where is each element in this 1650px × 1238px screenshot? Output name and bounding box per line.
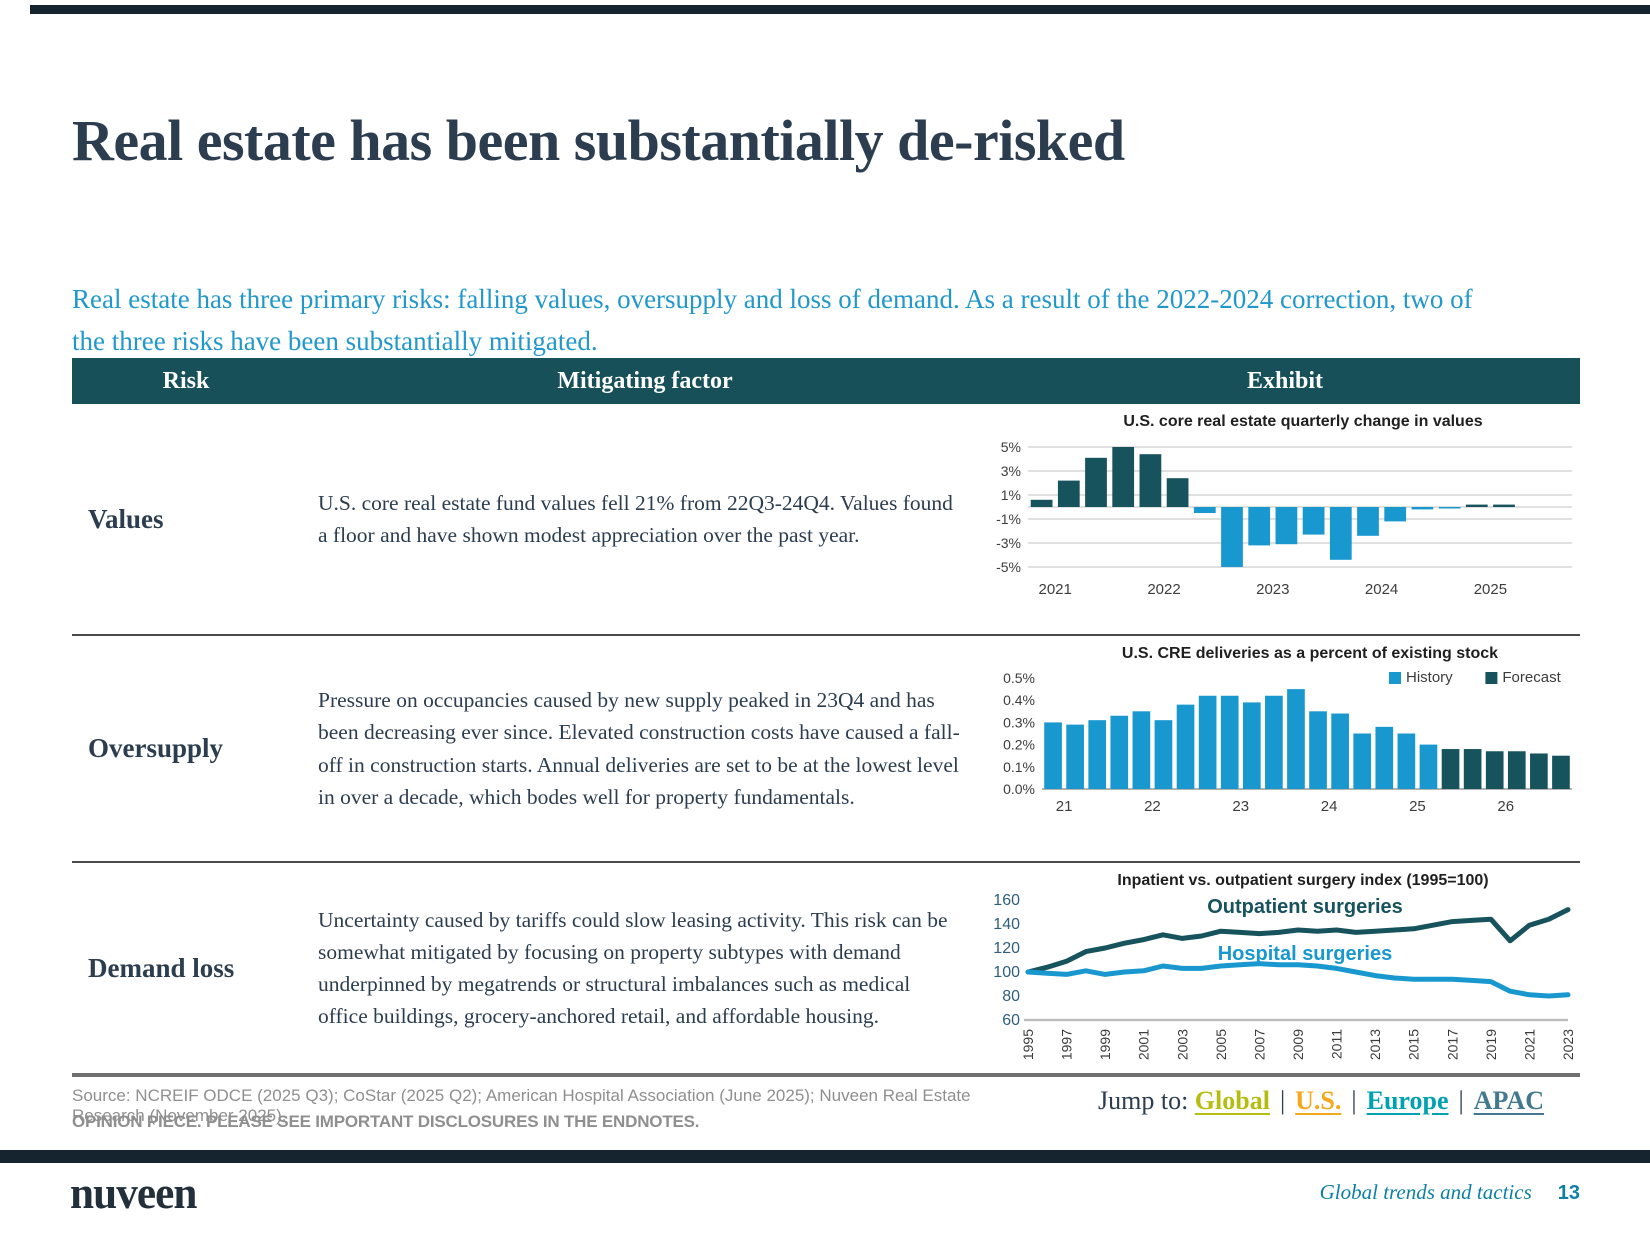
svg-text:2001: 2001 [1136,1029,1152,1060]
factor-text-values: U.S. core real estate fund values fell 2… [318,490,953,547]
svg-text:2022: 2022 [1147,581,1180,598]
svg-text:2023: 2023 [1560,1029,1576,1060]
surgery-chart-title: Inpatient vs. outpatient surgery index (… [1117,872,1489,889]
svg-text:60: 60 [1002,1012,1020,1029]
risk-table: Risk Mitigating factor Exhibit Values U.… [72,358,1580,1077]
svg-text:-3%: -3% [996,535,1021,551]
source-text: Source: NCREIF ODCE (2025 Q3); CoStar (2… [72,1086,971,1125]
header-exhibit: Exhibit [1246,367,1324,394]
svg-text:23: 23 [1232,798,1249,815]
svg-text:1995: 1995 [1020,1029,1036,1060]
outpatient-series-label: Outpatient surgeries [1207,896,1403,918]
svg-text:2024: 2024 [1365,581,1398,598]
risk-label-oversupply: Oversupply [88,733,224,763]
svg-text:26: 26 [1497,798,1514,815]
svg-text:0.0%: 0.0% [1003,781,1035,797]
svg-text:2021: 2021 [1039,581,1072,598]
jump-separator: | [1458,1086,1464,1115]
svg-text:0.4%: 0.4% [1003,692,1035,708]
svg-text:140: 140 [993,916,1020,933]
hospital-series-label: Hospital surgeries [1217,943,1393,965]
jump-separator: | [1351,1086,1357,1115]
intro-paragraph: Real estate has three primary risks: fal… [72,284,1473,356]
svg-text:0.3%: 0.3% [1003,714,1035,730]
exhibit-demand-loss: Inpatient vs. outpatient surgery index (… [990,863,1580,1073]
values-quarterly-change-chart: 5% 3% 1% -1% -3% -5% 2021 2022 2023 2024 2025 [996,439,1572,598]
svg-text:100: 100 [993,964,1020,981]
svg-text:3%: 3% [1001,463,1021,479]
svg-text:21: 21 [1056,798,1073,815]
deliveries-chart-title: U.S. CRE deliveries as a percent of exis… [1121,645,1499,662]
table-row-values: Values U.S. core real estate fund values… [72,404,1580,634]
svg-text:2015: 2015 [1406,1029,1422,1060]
svg-text:2007: 2007 [1251,1029,1267,1060]
bottom-accent-bar [0,1150,1650,1163]
svg-text:2011: 2011 [1329,1029,1345,1059]
nuveen-logo: nuveen [70,1167,197,1218]
jump-link-global[interactable]: Global [1194,1086,1270,1115]
header-risk: Risk [162,367,210,394]
jump-link-apac[interactable]: APAC [1473,1086,1544,1115]
opinion-disclosure-text: OPINION PIECE. PLEASE SEE IMPORTANT DISC… [72,1112,700,1131]
risk-label-demand-loss: Demand loss [88,952,235,983]
factor-text-demand-loss: Uncertainty caused by tariffs could slow… [318,907,948,1029]
svg-text:5%: 5% [1001,439,1021,455]
deck-tagline: Global trends and tactics [1319,1180,1532,1204]
svg-text:0.2%: 0.2% [1003,737,1035,753]
risk-label-values: Values [88,503,164,534]
svg-text:1999: 1999 [1097,1029,1113,1060]
table-header-row: Risk Mitigating factor Exhibit [72,358,1580,404]
exhibit-values: U.S. core real estate quarterly change i… [990,404,1580,634]
svg-text:1%: 1% [1001,487,1021,503]
jump-to-nav: Jump to: Global | U.S. | Europe | APAC [1098,1086,1544,1116]
svg-text:25: 25 [1409,798,1426,815]
svg-text:2013: 2013 [1367,1029,1383,1060]
page-number: 13 [1557,1182,1580,1204]
svg-text:120: 120 [993,940,1020,957]
svg-text:2005: 2005 [1213,1029,1229,1060]
svg-text:160: 160 [993,893,1020,909]
svg-text:2021: 2021 [1521,1029,1537,1060]
svg-text:-5%: -5% [996,559,1021,575]
factor-text-oversupply: Pressure on occupancies caused by new su… [318,688,960,809]
svg-text:Forecast: Forecast [1502,669,1561,686]
svg-text:2003: 2003 [1174,1029,1190,1060]
svg-text:2019: 2019 [1483,1029,1499,1060]
surgery-index-chart: 60 80 100 120 140 160 1995 1997 1999 2001 2003 2005… [993,893,1576,1060]
svg-text:80: 80 [1002,988,1020,1005]
table-row-oversupply: Oversupply Pressure on occupancies cause… [72,634,1580,861]
top-accent-bar [30,5,1650,14]
svg-text:2017: 2017 [1444,1029,1460,1060]
jump-to-label: Jump to: [1098,1086,1189,1115]
svg-text:-1%: -1% [996,511,1021,527]
svg-text:2009: 2009 [1290,1029,1306,1060]
jump-separator: | [1279,1086,1286,1115]
svg-text:24: 24 [1321,798,1338,815]
table-row-demand-loss: Demand loss Uncertainty caused by tariff… [72,861,1580,1073]
footer-brand-right: Global trends and tactics 13 [1320,1180,1580,1205]
jump-link-us[interactable]: U.S. [1295,1086,1342,1115]
svg-text:22: 22 [1144,798,1161,815]
svg-text:2023: 2023 [1256,581,1289,598]
page-title: Real estate has been substantially de-ri… [72,107,1125,173]
svg-text:0.1%: 0.1% [1003,759,1035,775]
svg-text:History: History [1406,669,1453,686]
cre-deliveries-chart: 0.0% 0.1% 0.2% 0.3% 0.4% 0.5% 21 22 23 24 25 26 Fore… [1003,669,1572,815]
values-chart-title: U.S. core real estate quarterly change i… [1123,413,1483,430]
exhibit-oversupply: U.S. CRE deliveries as a percent of exis… [990,636,1580,861]
svg-text:0.5%: 0.5% [1003,670,1035,686]
header-mitigating-factor: Mitigating factor [557,367,733,394]
svg-text:1997: 1997 [1059,1029,1075,1060]
svg-text:2025: 2025 [1474,581,1507,598]
jump-link-europe[interactable]: Europe [1366,1086,1449,1115]
